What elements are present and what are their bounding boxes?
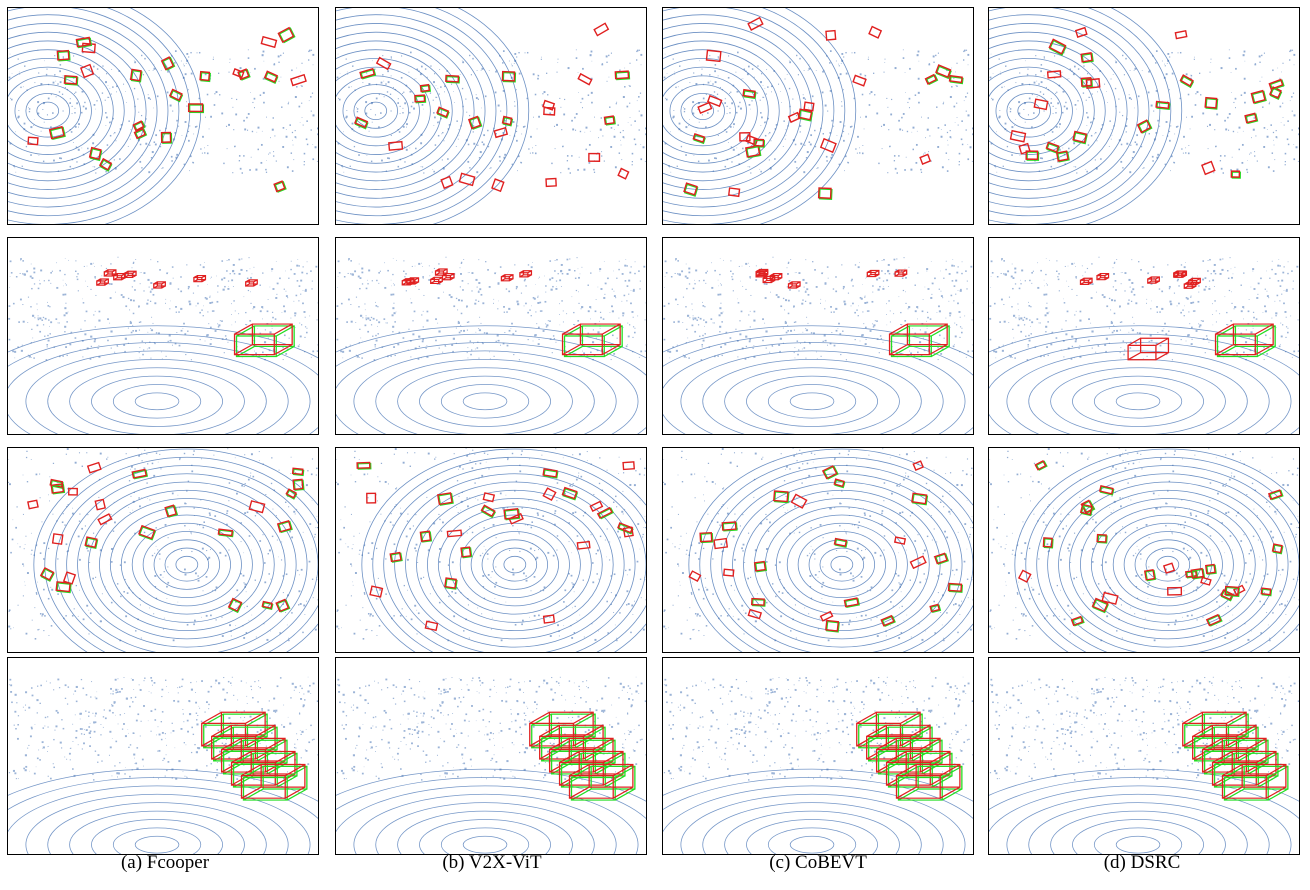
point-cloud-view: [336, 448, 646, 652]
panel-row1-fcooper: [7, 7, 319, 225]
point-cloud-view: [8, 448, 318, 652]
point-cloud-view: [663, 256, 973, 434]
panel-row2-fcooper: [7, 237, 319, 435]
caption-v2x-vit: (b) V2X-ViT: [442, 852, 542, 873]
panel-row2-v2x-vit: [335, 237, 647, 435]
panel-row3-dsrc: [988, 447, 1300, 653]
point-cloud-view: [989, 256, 1299, 434]
point-cloud-view: [663, 676, 973, 854]
caption-fcooper: (a) Fcooper: [120, 852, 210, 873]
panel-row4-v2x-vit: [335, 657, 647, 855]
panel-row2-dsrc: [988, 237, 1300, 435]
point-cloud-view: [8, 8, 318, 224]
panel-row3-v2x-vit: [335, 447, 647, 653]
panel-row3-fcooper: [7, 447, 319, 653]
point-cloud-view: [336, 676, 646, 854]
point-cloud-view: [989, 448, 1299, 652]
panel-row4-dsrc: [988, 657, 1300, 855]
panel-row1-v2x-vit: [335, 7, 647, 225]
point-cloud-view: [989, 8, 1299, 224]
point-cloud-view: [663, 8, 973, 224]
caption-cobevt: (c) CoBEVT: [769, 852, 867, 873]
panel-row1-dsrc: [988, 7, 1300, 225]
panel-row4-fcooper: [7, 657, 319, 855]
point-cloud-view: [663, 448, 973, 652]
point-cloud-view: [989, 676, 1299, 854]
caption-dsrc: (d) DSRC: [1103, 852, 1181, 873]
panel-row3-cobevt: [662, 447, 974, 653]
point-cloud-view: [8, 676, 318, 854]
point-cloud-view: [336, 8, 646, 224]
point-cloud-view: [336, 256, 646, 434]
panel-row1-cobevt: [662, 7, 974, 225]
panel-row4-cobevt: [662, 657, 974, 855]
panel-row2-cobevt: [662, 237, 974, 435]
point-cloud-view: [8, 256, 318, 434]
